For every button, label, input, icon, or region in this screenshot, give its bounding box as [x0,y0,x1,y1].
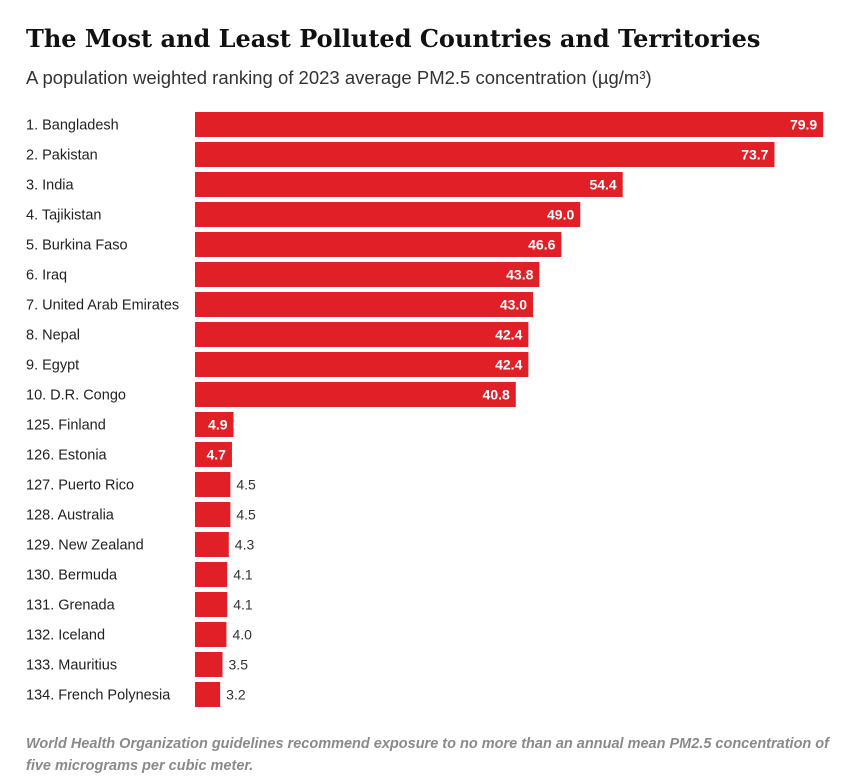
data-label: 4.1 [233,567,253,583]
category-label: 10. D.R. Congo [26,388,126,404]
bar [195,682,221,707]
data-label: 54.4 [589,177,616,193]
category-label: 126. Estonia [26,448,108,464]
category-label: 129. New Zealand [26,538,144,554]
category-label: 133. Mauritius [26,658,117,674]
bar [195,472,231,497]
bar [195,652,223,677]
bar [195,292,534,317]
data-label: 4.5 [236,507,256,523]
data-label: 4.3 [235,537,255,553]
data-label: 3.2 [226,687,246,703]
data-label: 4.7 [206,447,226,463]
data-label: 4.1 [233,597,253,613]
data-label: 46.6 [528,237,555,253]
category-label: 3. India [26,178,74,194]
bar [195,112,824,137]
category-label: 132. Iceland [26,628,105,644]
bar [195,442,232,467]
bar [195,232,562,257]
category-label: 128. Australia [26,508,115,524]
data-label: 42.4 [495,327,522,343]
data-label: 43.0 [500,297,527,313]
bar [195,592,228,617]
data-label: 42.4 [495,357,522,373]
data-label: 79.9 [790,117,817,133]
bar [195,532,229,557]
bar [195,202,581,227]
chart-title: The Most and Least Polluted Countries an… [26,24,761,53]
category-label: 130. Bermuda [26,568,118,584]
bar [195,412,234,437]
data-label: 43.8 [506,267,533,283]
bar [195,322,529,347]
category-label: 131. Grenada [26,598,116,614]
category-label: 6. Iraq [26,268,67,284]
category-label: 5. Burkina Faso [26,238,128,254]
category-label: 127. Puerto Rico [26,478,134,494]
bar [195,382,516,407]
bar [195,172,623,197]
data-label: 49.0 [547,207,574,223]
bar [195,352,529,377]
category-label: 134. French Polynesia [26,688,171,704]
category-label: 125. Finland [26,418,106,434]
category-label: 4. Tajikistan [26,208,102,224]
data-label: 3.5 [229,657,249,673]
category-label: 8. Nepal [26,328,80,344]
bar [195,562,228,587]
category-label: 2. Pakistan [26,148,98,164]
chart-subtitle: A population weighted ranking of 2023 av… [26,67,652,88]
bar-chart: 1. Bangladesh 79.9 2. Pakistan 73.7 3. India… [26,112,824,707]
category-label: 1. Bangladesh [26,118,119,134]
bar [195,502,231,527]
data-label: 4.0 [232,627,252,643]
data-label: 73.7 [741,147,768,163]
data-label: 40.8 [483,387,510,403]
data-label: 4.5 [236,477,256,493]
chart-footnote: World Health Organization guidelines rec… [26,736,829,774]
category-label: 7. United Arab Emirates [26,298,179,314]
data-label: 4.9 [208,417,228,433]
bar [195,262,540,287]
bar [195,622,227,647]
bar [195,142,775,167]
category-label: 9. Egypt [26,358,79,374]
